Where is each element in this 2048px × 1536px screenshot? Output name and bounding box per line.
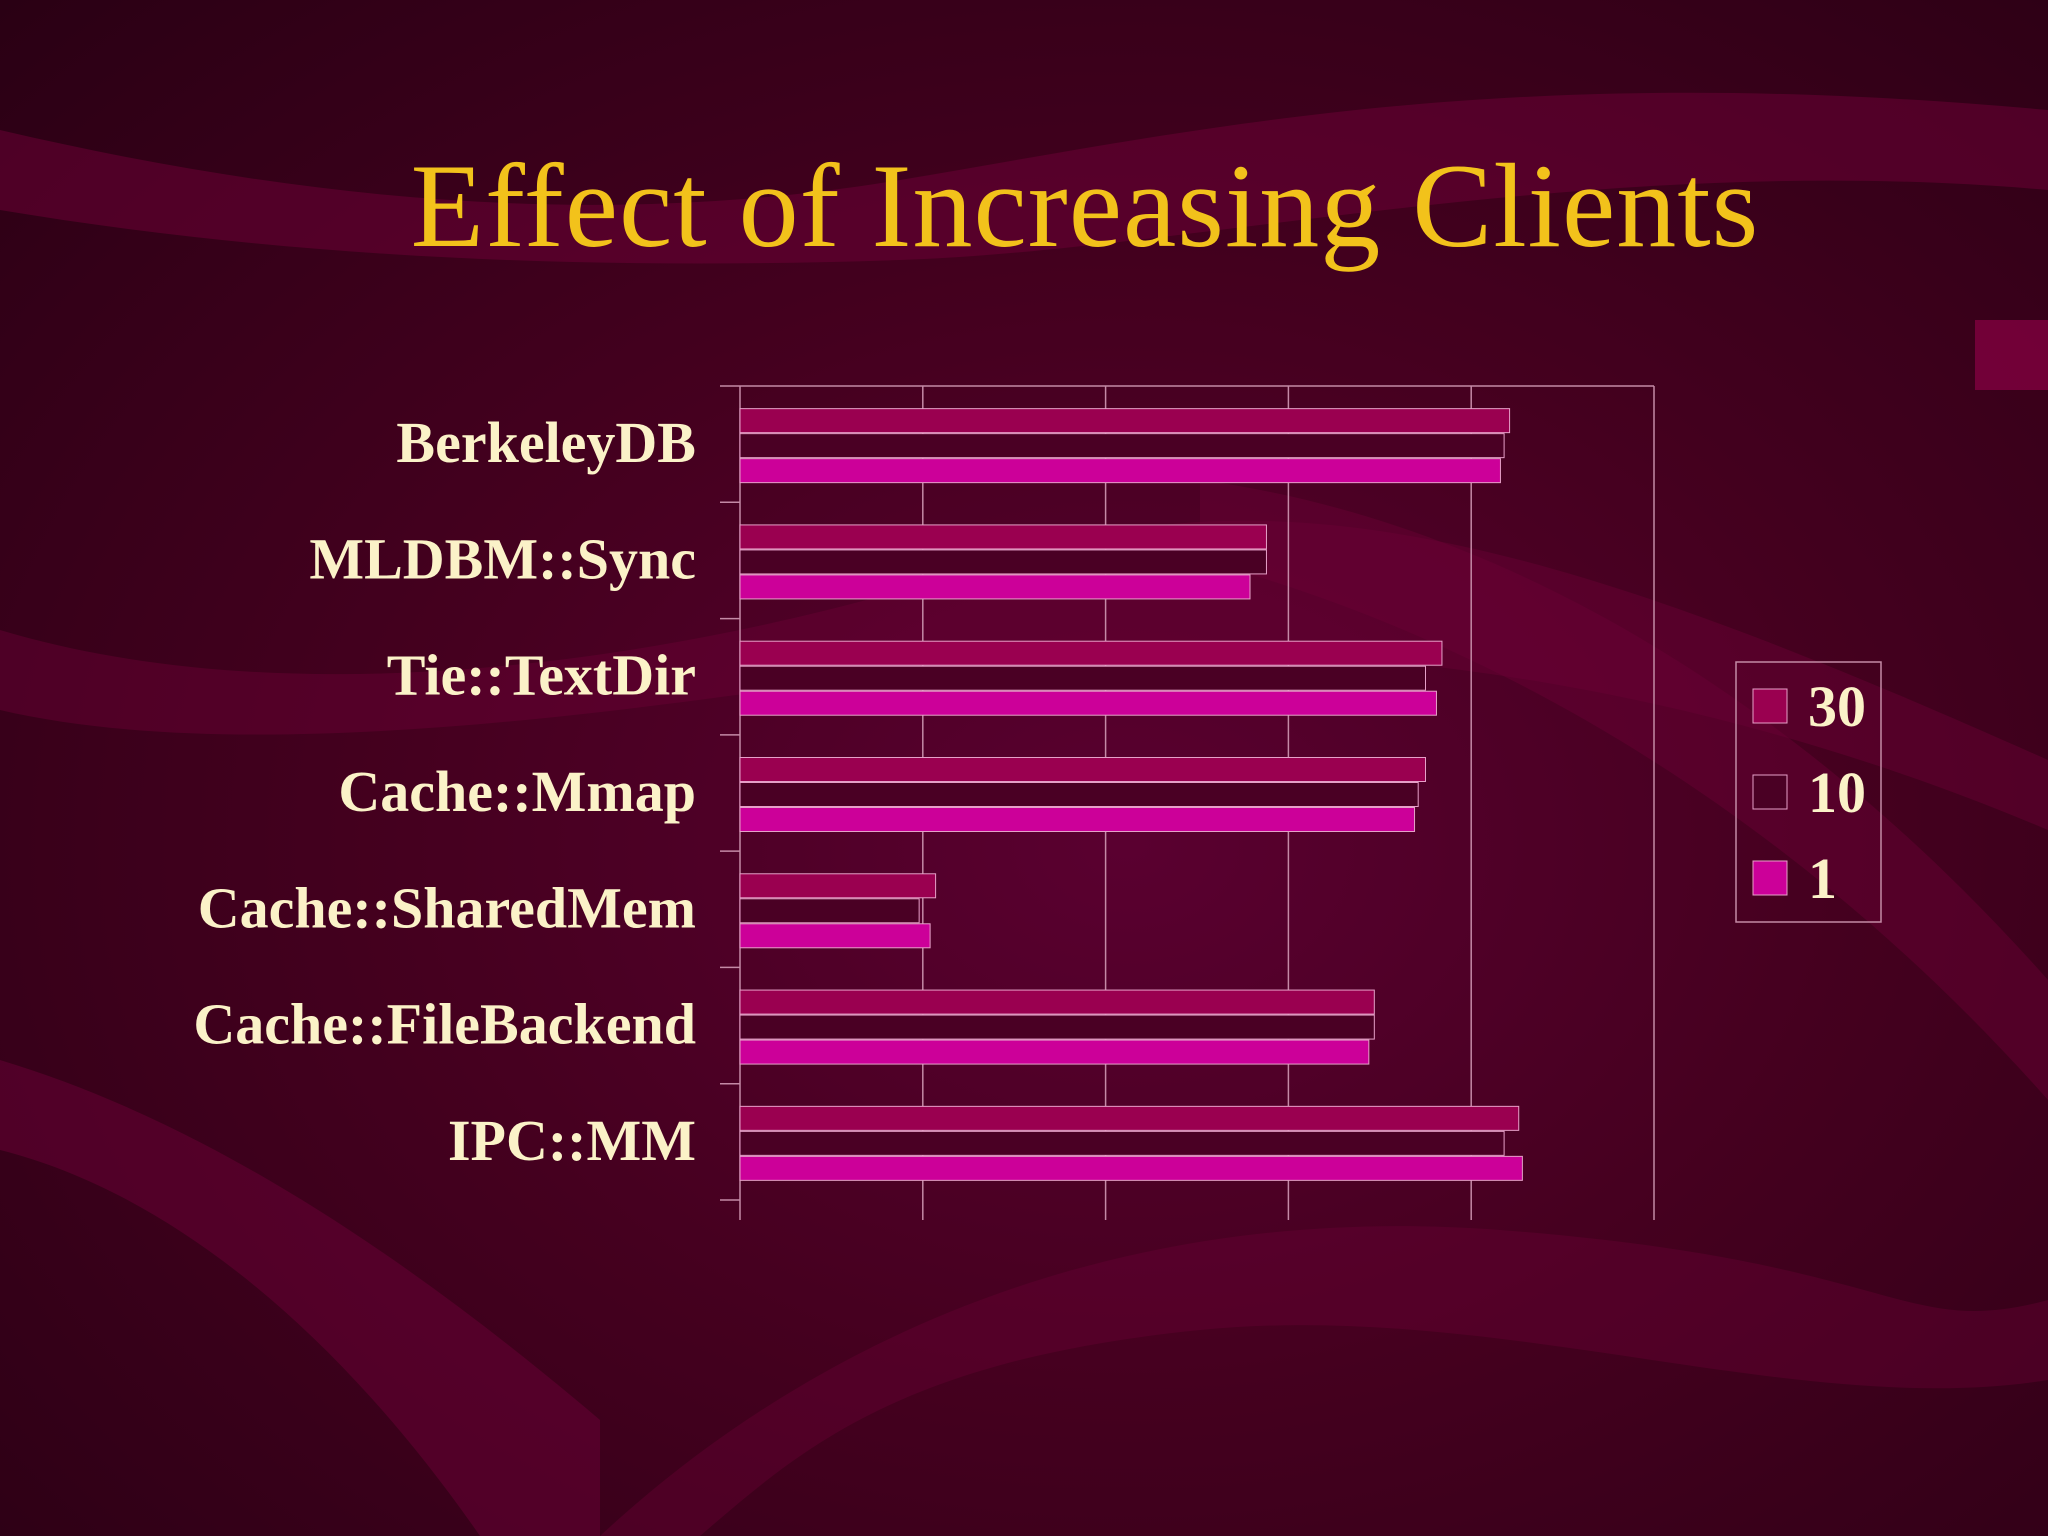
bar-1-cache-filebackend: [739, 1039, 1370, 1065]
category-label: MLDBM::Sync: [309, 526, 696, 591]
bar-30-mldbm-sync: [739, 524, 1267, 550]
bar-10-mldbm-sync: [739, 549, 1267, 575]
edge-accent: [1975, 320, 2048, 390]
category-label: IPC::MM: [448, 1108, 696, 1173]
bar-30-cache-sharedmem: [739, 873, 937, 899]
bar-30-cache-filebackend: [739, 989, 1375, 1015]
swirl-band-right: [1200, 480, 2048, 1100]
bar-10-ipc-mm: [739, 1130, 1505, 1156]
bar-1-tie-textdir: [739, 690, 1437, 716]
slide-title: Effect of Increasing Clients: [410, 139, 1760, 272]
bar-1-berkeleydb: [739, 458, 1501, 484]
swirl-band-top: [0, 92, 2048, 264]
legend: 30 10 1: [1735, 661, 1882, 923]
bar-10-berkeleydb: [739, 433, 1505, 459]
bar-1-cache-mmap: [739, 807, 1416, 832]
legend-label-30: 30: [1808, 674, 1866, 739]
bar-10-cache-mmap: [739, 782, 1419, 807]
bar-1-mldbm-sync: [739, 574, 1251, 600]
swirl-band-middle: [0, 520, 2048, 830]
swirl-band-bottom: [600, 1226, 2048, 1536]
bar-1-ipc-mm: [739, 1155, 1523, 1181]
swirl-band-lower: [0, 1060, 600, 1536]
category-label: BerkeleyDB: [396, 410, 696, 475]
bar-30-berkeleydb: [739, 408, 1511, 434]
category-label: Cache::Mmap: [338, 759, 696, 824]
legend-swatch-30: [1752, 688, 1788, 724]
bar-10-cache-sharedmem: [739, 898, 920, 924]
category-label: Cache::SharedMem: [198, 875, 696, 940]
bar-30-cache-mmap: [739, 757, 1426, 782]
category-label: Tie::TextDir: [387, 643, 696, 708]
bar-30-tie-textdir: [739, 640, 1443, 666]
bar-10-tie-textdir: [739, 665, 1426, 691]
bars: [739, 408, 1523, 1181]
bar-1-cache-sharedmem: [739, 923, 931, 949]
category-labels: BerkeleyDBMLDBM::SyncTie::TextDirCache::…: [193, 410, 696, 1173]
legend-swatch-1: [1752, 860, 1788, 896]
legend-label-10: 10: [1808, 760, 1866, 825]
bar-30-ipc-mm: [739, 1105, 1520, 1131]
legend-box: [1735, 661, 1882, 923]
legend-swatch-10: [1752, 774, 1788, 810]
category-label: Cache::FileBackend: [193, 992, 696, 1057]
bar-10-cache-filebackend: [739, 1014, 1375, 1040]
legend-label-1: 1: [1808, 846, 1837, 911]
